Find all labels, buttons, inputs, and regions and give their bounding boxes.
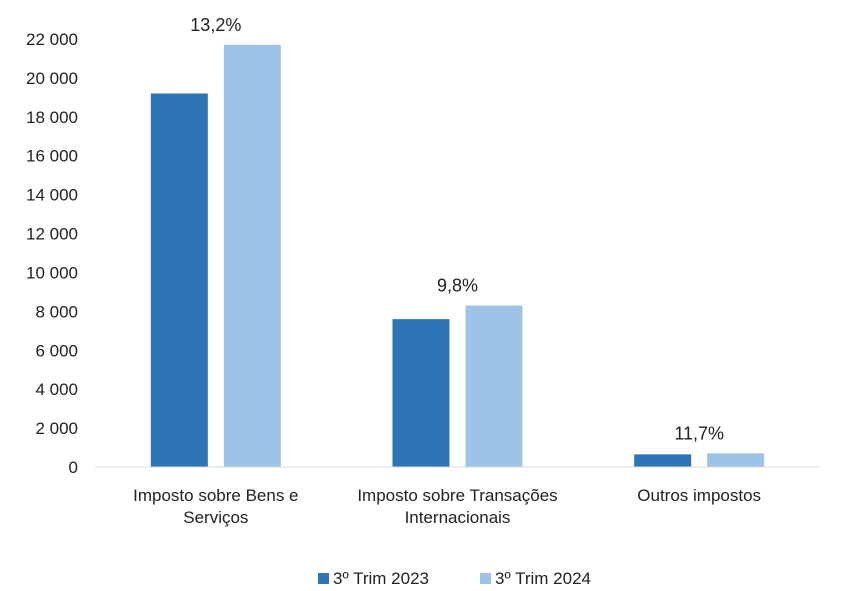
data-labels: 13,2% 9,8% 11,7% bbox=[190, 15, 724, 444]
y-tick-label: 14 000 bbox=[26, 186, 78, 205]
x-tick-label: Outros impostos bbox=[637, 486, 761, 505]
y-tick-label: 18 000 bbox=[26, 108, 78, 127]
legend-label-2[interactable]: 3º Trim 2024 bbox=[495, 569, 591, 588]
y-tick-label: 10 000 bbox=[26, 263, 78, 282]
data-label: 11,7% bbox=[674, 423, 724, 443]
legend-swatch-2[interactable] bbox=[480, 573, 491, 584]
y-tick-label: 16 000 bbox=[26, 147, 78, 166]
legend-swatch-1[interactable] bbox=[318, 573, 329, 584]
legend-label-1[interactable]: 3º Trim 2023 bbox=[333, 569, 429, 588]
category-labels: Imposto sobre Bens e Serviços Imposto sobr… bbox=[133, 486, 761, 527]
y-tick-label: 20 000 bbox=[26, 69, 78, 88]
data-label: 13,2% bbox=[190, 15, 241, 35]
x-tick-label: Imposto sobre Bens e Serviços bbox=[133, 486, 298, 527]
bar-series2-cat2[interactable] bbox=[465, 305, 523, 467]
bar-series1-cat2[interactable] bbox=[392, 319, 450, 467]
bar-series2-cat1[interactable] bbox=[223, 44, 281, 467]
data-label: 9,8% bbox=[437, 276, 478, 296]
y-tick-label: 6 000 bbox=[35, 341, 78, 360]
bar-series1-cat1[interactable] bbox=[150, 93, 208, 468]
y-tick-label: 8 000 bbox=[35, 302, 78, 321]
bars bbox=[150, 44, 765, 468]
y-tick-label: 2 000 bbox=[35, 419, 78, 438]
y-tick-label: 4 000 bbox=[35, 380, 78, 399]
y-tick-label: 0 bbox=[69, 458, 78, 477]
y-tick-label: 22 000 bbox=[26, 30, 78, 49]
bar-series1-cat3[interactable] bbox=[634, 454, 692, 467]
y-axis: 0 2 000 4 000 6 000 8 000 10 000 12 000 14 000 1… bbox=[26, 30, 78, 477]
y-tick-label: 12 000 bbox=[26, 225, 78, 244]
legend[interactable]: 3º Trim 2023 3º Trim 2024 bbox=[318, 569, 591, 588]
x-tick-label: Imposto sobre Transações Internacionais bbox=[357, 486, 557, 527]
bar-series2-cat3[interactable] bbox=[707, 453, 765, 467]
